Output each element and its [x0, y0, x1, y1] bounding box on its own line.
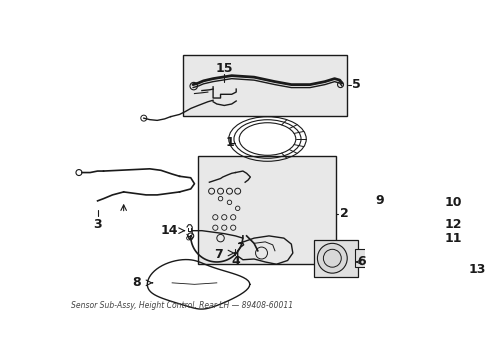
- Text: 12: 12: [443, 218, 461, 231]
- Text: 1: 1: [225, 136, 234, 149]
- Bar: [369, 216, 387, 261]
- Text: 10: 10: [443, 196, 461, 209]
- Bar: [313, 240, 358, 277]
- Text: 15: 15: [215, 62, 233, 75]
- Bar: [183, 55, 346, 116]
- Text: Sensor Sub-Assy, Height Control, Rear LH — 89408-60011: Sensor Sub-Assy, Height Control, Rear LH…: [71, 301, 293, 310]
- Text: 9: 9: [374, 194, 383, 207]
- Circle shape: [317, 243, 346, 273]
- Text: 2: 2: [339, 207, 348, 220]
- Text: 3: 3: [93, 218, 102, 231]
- Text: 5: 5: [351, 78, 360, 91]
- Text: 7: 7: [214, 248, 223, 261]
- Text: 13: 13: [468, 263, 485, 276]
- Text: 8: 8: [132, 276, 141, 289]
- Text: 11: 11: [443, 231, 461, 245]
- Bar: [354, 249, 367, 267]
- Text: 4: 4: [231, 256, 239, 269]
- Text: 14: 14: [160, 224, 178, 237]
- Bar: [198, 156, 335, 264]
- Text: 6: 6: [356, 256, 365, 269]
